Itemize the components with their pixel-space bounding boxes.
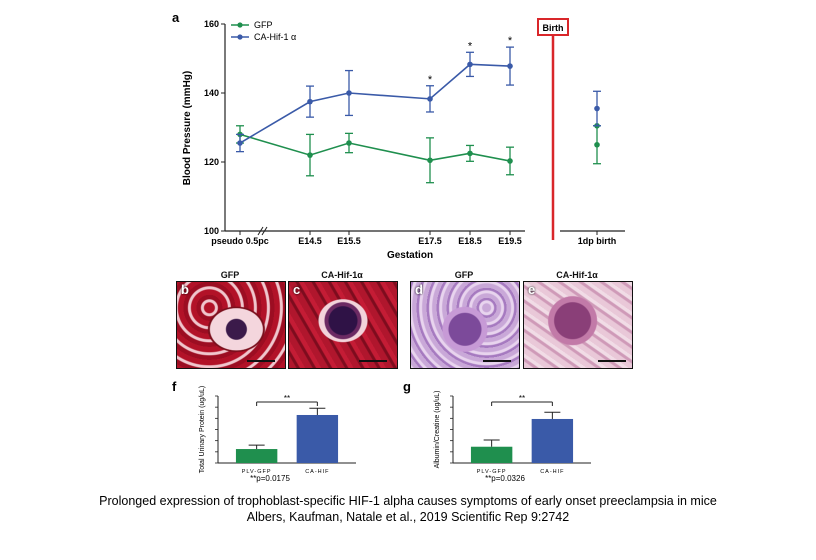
data-point [427,157,433,164]
data-point [594,105,600,112]
bar-plv-gfp [470,446,513,463]
histology-image-d: d [410,281,520,369]
data-point [427,96,433,102]
bar-ca-hif [296,414,339,463]
histo-title-d: GFP [454,270,474,280]
albumin-creatine-chart: Albumin/Creatine (ug/uL) PLV-GFP CA-HIF ** [434,391,591,475]
series-line-1 [239,63,511,144]
urinary-protein-chart: Total Urinary Protein (ug/uL) PLV-GFP CA-H… [199,386,356,475]
data-point [507,158,513,164]
histology-letter-c: c [293,282,301,297]
scale-bar [598,360,626,362]
caption-line-2: Albers, Kaufman, Natale et al., 2019 Sci… [246,510,570,524]
histology-letter-e: e [528,282,536,297]
y-tick-label: 160 [204,19,219,29]
x-tick-label: PLV-GFP [242,469,272,475]
legend-marker [237,22,243,28]
y-tick-label: 120 [204,157,219,167]
x-tick-label: E15.5 [337,236,361,246]
histology-image-e: e [523,281,633,369]
histo-title-e: CA-Hif-1α [556,270,598,280]
data-point [467,61,473,68]
significance-star: * [468,40,473,52]
birth-label: Birth [543,23,564,33]
significance-label: ** [519,394,525,403]
scale-bar [483,360,511,362]
x-tick-label: E17.5 [418,236,442,246]
histo-title-c: CA-Hif-1α [321,270,363,280]
data-point [346,140,352,146]
panel-g-pvalue: **p=0.0326 [485,474,525,483]
x-tick-label: E18.5 [458,236,482,246]
blood-pressure-chart: 100 120 140 160 pseudo 0.5pc E14.5 E15.5 E17.5 E… [182,19,625,261]
significance-label: ** [284,394,290,403]
bar-plv-gfp [235,449,278,463]
x-tick-label: E14.5 [298,236,322,246]
y-tick-label: 100 [204,226,219,236]
histo-title-b: GFP [220,270,240,280]
x-axis-title: Gestation [387,250,433,261]
panel-g-letter: g [403,379,411,394]
x-tick-label: PLV-GFP [477,469,507,475]
histology-image-c: c [288,281,398,369]
histology-letter-d: d [415,282,423,297]
histology-image-b: b [176,281,286,369]
axis-break [261,226,268,236]
data-point [594,141,600,148]
data-point [307,98,313,105]
data-point [467,150,473,157]
data-point [507,63,513,69]
birth-marker: Birth [537,18,569,240]
x-tick-label: E19.5 [498,236,522,246]
y-axis-title: Blood Pressure (mmHg) [182,71,193,185]
axis-break [257,226,264,236]
histology-letter-b: b [181,282,189,297]
y-tick-label: 140 [204,88,219,98]
legend-label: GFP [254,20,273,30]
data-point [237,140,243,146]
x-tick-label: pseudo 0.5pc [211,236,269,246]
panel-f-pvalue: **p=0.0175 [250,474,290,483]
y-axis-title: Total Urinary Protein (ug/uL) [199,386,206,474]
scale-bar [247,360,275,362]
data-point [307,152,313,158]
y-axis-title: Albumin/Creatine (ug/uL) [434,391,441,469]
data-point [346,90,352,96]
x-tick-label: CA-HIF [540,469,564,475]
x-tick-label: 1dp birth [578,236,617,246]
bar-ca-hif [531,418,574,463]
legend-marker [237,34,243,40]
series-line-0 [239,133,511,162]
x-tick-label: CA-HIF [305,469,329,475]
significance-star: * [508,35,513,47]
scale-bar [359,360,387,362]
figure-caption: Prolonged expression of trophoblast-spec… [0,493,816,525]
significance-star: * [428,74,433,86]
panel-f-letter: f [172,379,177,394]
legend-label: CA-Hif-1 α [254,32,296,42]
caption-line-1: Prolonged expression of trophoblast-spec… [99,494,717,508]
panel-a-letter: a [172,10,180,25]
